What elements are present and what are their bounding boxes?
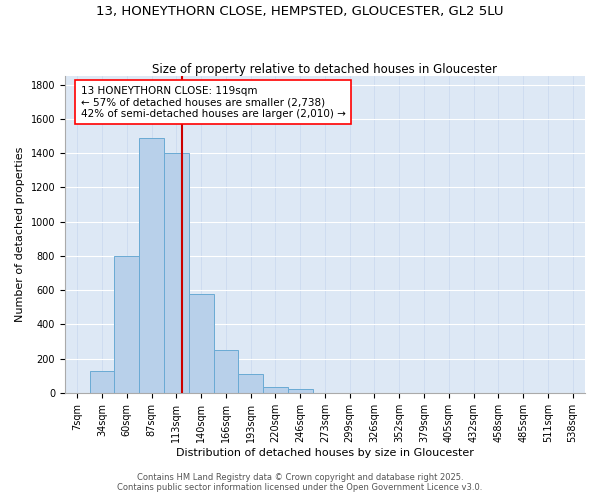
Title: Size of property relative to detached houses in Gloucester: Size of property relative to detached ho… [152, 63, 497, 76]
Bar [164, 153, 189, 393]
Bar [288, 390, 313, 393]
X-axis label: Distribution of detached houses by size in Gloucester: Distribution of detached houses by size … [176, 448, 474, 458]
Text: 13 HONEYTHORN CLOSE: 119sqm
← 57% of detached houses are smaller (2,738)
42% of : 13 HONEYTHORN CLOSE: 119sqm ← 57% of det… [80, 86, 346, 118]
Bar [263, 387, 288, 393]
Bar [115, 256, 139, 393]
Y-axis label: Number of detached properties: Number of detached properties [15, 146, 25, 322]
Bar [139, 138, 164, 393]
Text: Contains HM Land Registry data © Crown copyright and database right 2025.
Contai: Contains HM Land Registry data © Crown c… [118, 473, 482, 492]
Bar [214, 350, 238, 393]
Bar [89, 370, 115, 393]
Bar [189, 294, 214, 393]
Bar [238, 374, 263, 393]
Text: 13, HONEYTHORN CLOSE, HEMPSTED, GLOUCESTER, GL2 5LU: 13, HONEYTHORN CLOSE, HEMPSTED, GLOUCEST… [96, 5, 504, 18]
